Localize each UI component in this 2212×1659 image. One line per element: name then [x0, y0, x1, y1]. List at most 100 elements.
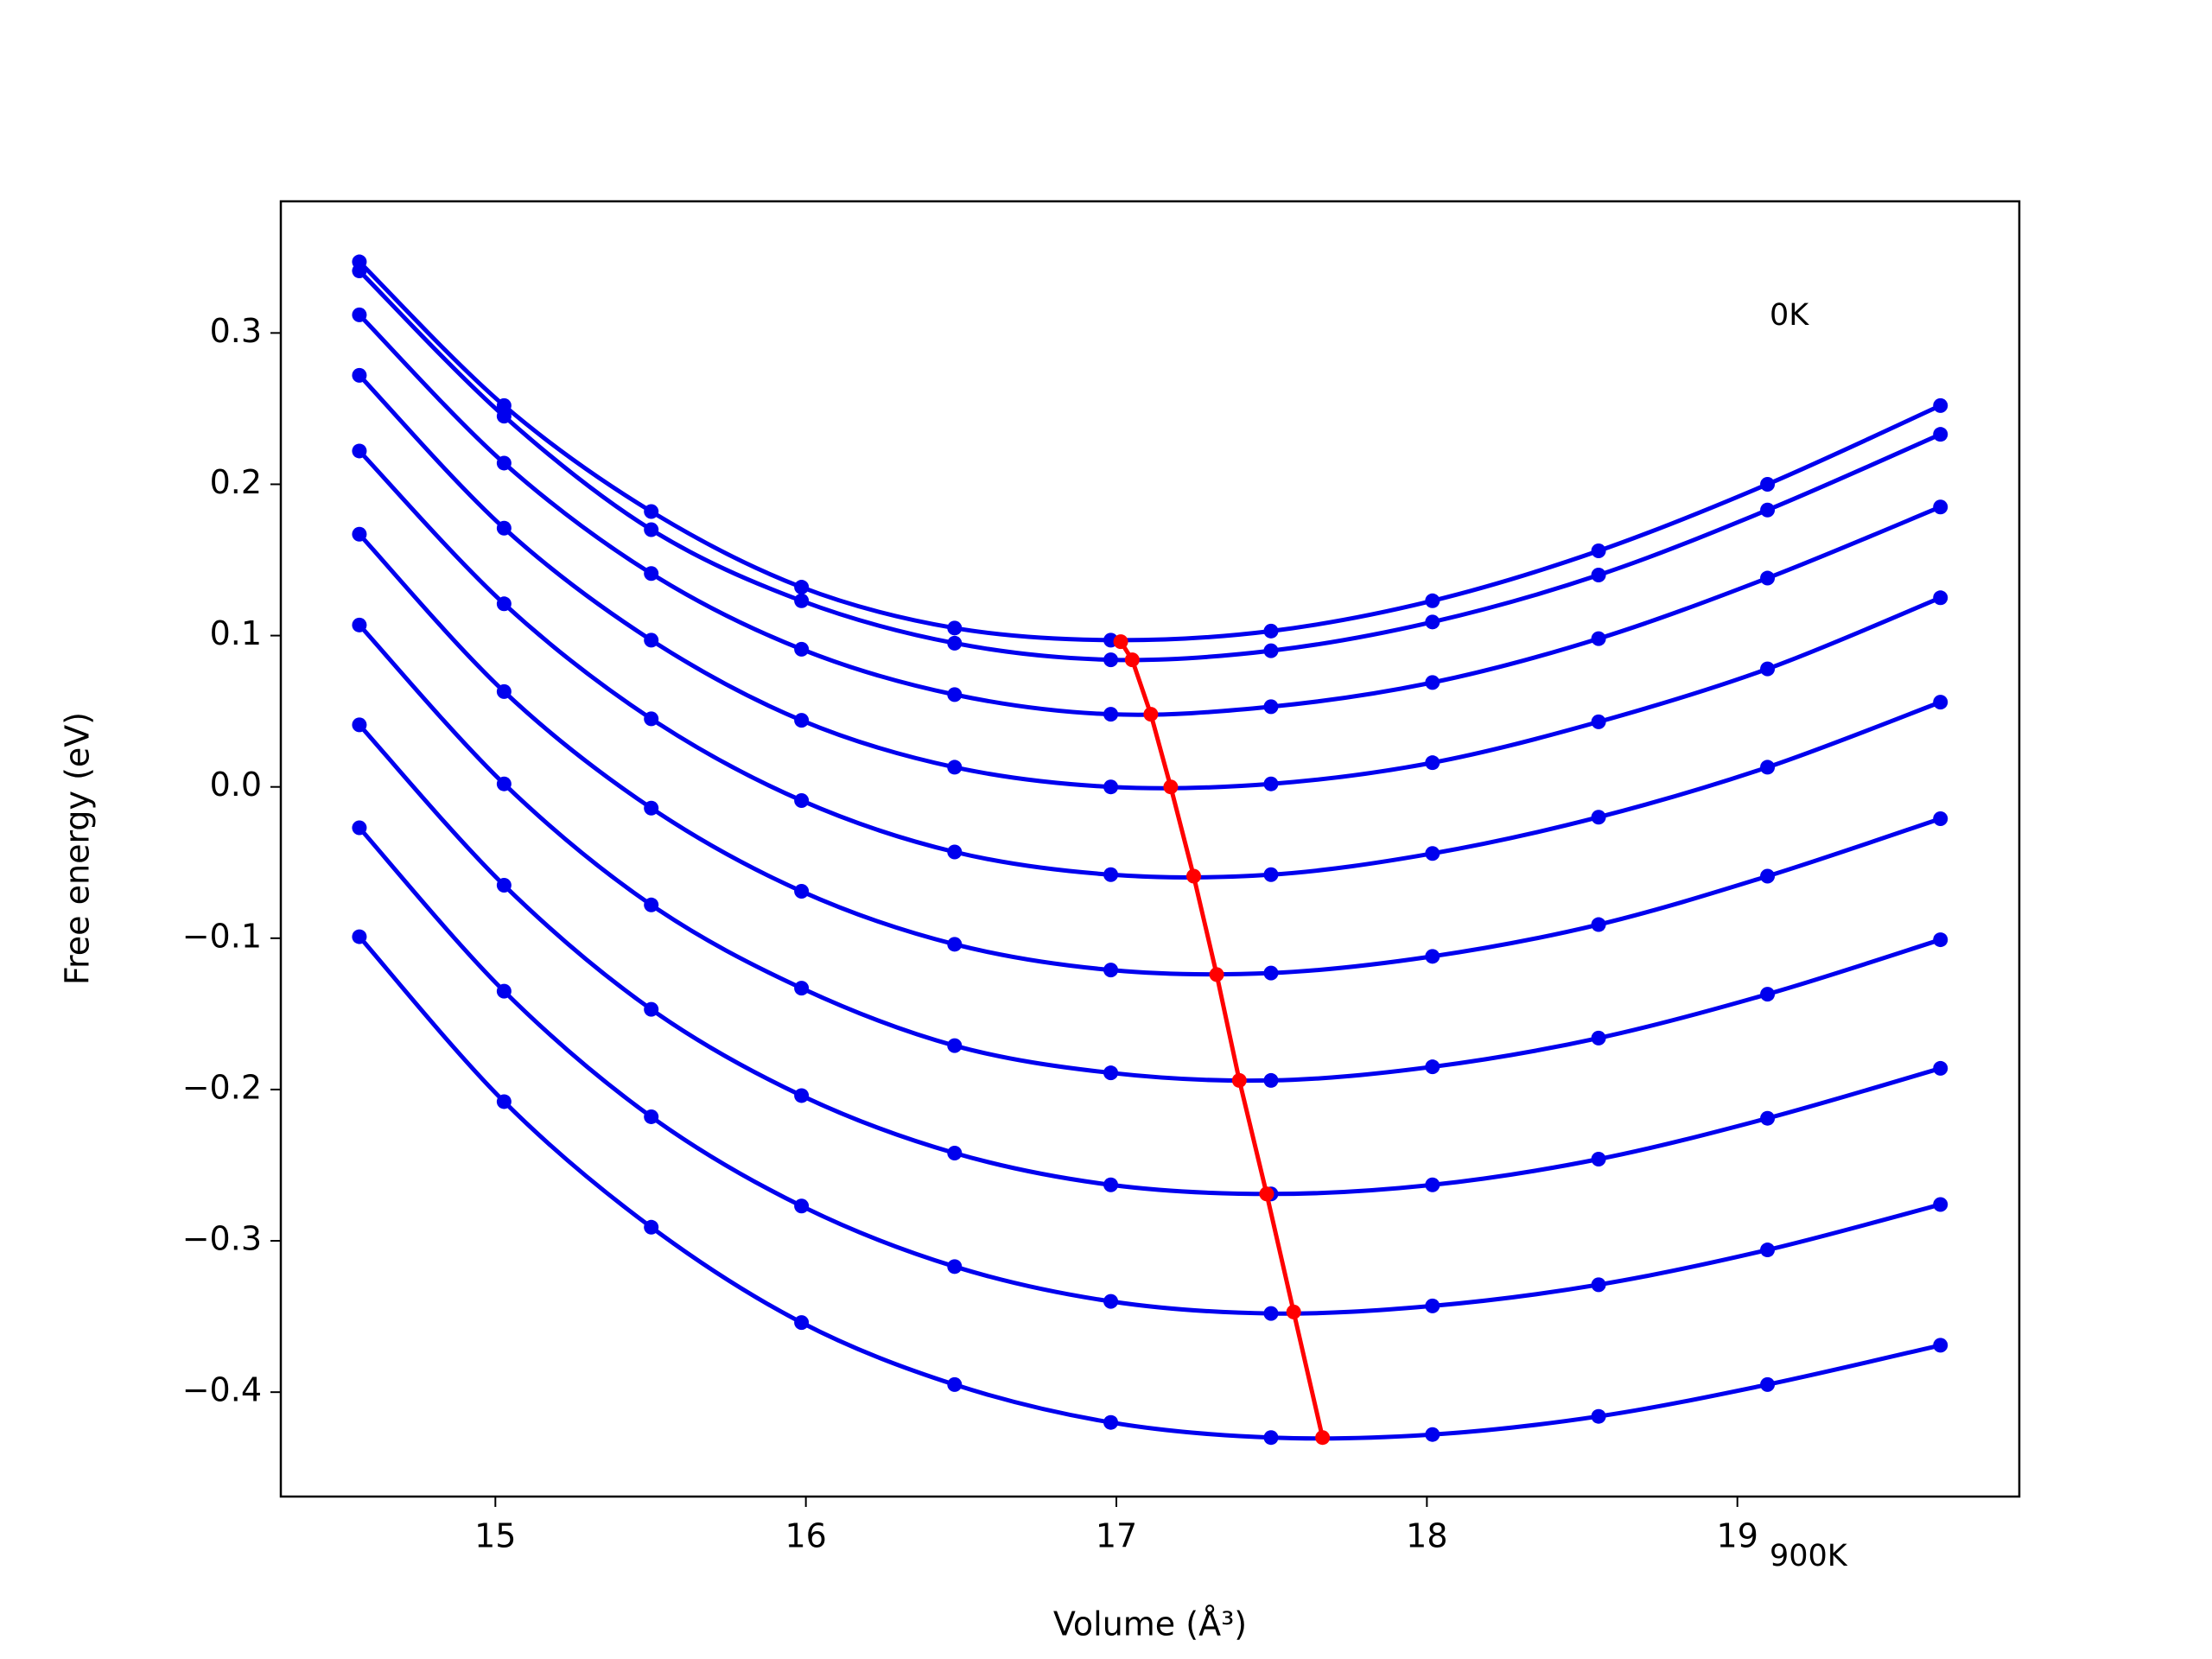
data-point [1263, 699, 1279, 715]
data-point [947, 1259, 963, 1274]
data-point [496, 409, 512, 424]
x-tick-label: 17 [1096, 1517, 1137, 1555]
data-point [352, 929, 367, 944]
data-point [352, 617, 367, 632]
x-tick-label: 16 [785, 1517, 826, 1555]
data-point [1425, 593, 1440, 608]
data-point [1113, 634, 1128, 650]
data-point [496, 455, 512, 471]
data-point [1263, 643, 1279, 658]
data-point [794, 884, 810, 899]
data-point [947, 635, 963, 651]
data-point [1163, 779, 1179, 795]
data-point [1933, 932, 1948, 948]
data-point [1286, 1304, 1301, 1319]
x-tick-label: 15 [474, 1517, 516, 1555]
data-point [794, 593, 810, 608]
y-tick-label: −0.3 [182, 1220, 262, 1258]
x-tick-label: 19 [1717, 1517, 1758, 1555]
data-point [1591, 1030, 1606, 1046]
data-point [496, 983, 512, 999]
data-point [794, 1315, 810, 1331]
data-point [1760, 661, 1776, 677]
data-point [1760, 1376, 1776, 1392]
data-point [1760, 476, 1776, 492]
data-point [352, 820, 367, 836]
data-point [1103, 1294, 1119, 1309]
data-point [644, 1109, 659, 1124]
data-point [1185, 868, 1201, 884]
data-point [1103, 1065, 1119, 1081]
data-point [1591, 714, 1606, 729]
data-point [1263, 867, 1279, 882]
data-point [1760, 1110, 1776, 1126]
annotation: 900K [1770, 1539, 1848, 1573]
y-tick-label: 0.1 [210, 614, 262, 652]
data-point [1933, 1338, 1948, 1353]
data-point [1263, 776, 1279, 791]
y-tick-label: −0.1 [182, 917, 262, 955]
data-point [1103, 1414, 1119, 1430]
data-point [1591, 1277, 1606, 1293]
data-point [794, 1198, 810, 1214]
y-tick-label: 0.2 [210, 463, 262, 501]
data-point [1425, 1298, 1440, 1313]
data-point [644, 566, 659, 582]
data-point [644, 800, 659, 816]
data-point [352, 264, 367, 279]
data-point [1933, 397, 1948, 413]
data-point [1425, 846, 1440, 861]
data-point [947, 1376, 963, 1392]
data-point [496, 683, 512, 699]
data-point [1103, 963, 1119, 978]
data-point [1263, 1306, 1279, 1321]
data-point [1425, 675, 1440, 690]
y-tick-label: −0.2 [182, 1068, 262, 1106]
data-point [794, 641, 810, 657]
data-point [1103, 652, 1119, 668]
data-point [1933, 1060, 1948, 1076]
data-point [1933, 427, 1948, 442]
y-tick-label: 0.0 [210, 766, 262, 804]
data-point [794, 1088, 810, 1103]
data-point [644, 504, 659, 519]
data-point [947, 1145, 963, 1160]
data-point [1760, 987, 1776, 1002]
y-tick-label: 0.3 [210, 312, 262, 350]
data-point [1425, 949, 1440, 964]
data-point [1263, 623, 1279, 639]
data-point [496, 878, 512, 893]
data-point [1591, 1151, 1606, 1166]
data-point [1315, 1430, 1331, 1446]
data-point [1591, 1408, 1606, 1424]
data-point [496, 397, 512, 413]
data-point [496, 1094, 512, 1109]
data-point [1263, 1072, 1279, 1088]
data-point [644, 522, 659, 537]
data-point [794, 792, 810, 808]
data-point [1591, 568, 1606, 583]
data-point [794, 580, 810, 595]
data-point [644, 711, 659, 727]
data-point [947, 620, 963, 636]
data-point [1591, 543, 1606, 559]
data-point [1124, 652, 1140, 668]
data-point [352, 307, 367, 322]
data-point [1760, 502, 1776, 518]
x-axis-label: Volume (Å³) [1053, 1605, 1247, 1643]
data-point [1103, 779, 1119, 795]
data-point [1425, 1177, 1440, 1192]
data-point [496, 776, 512, 791]
data-point [794, 981, 810, 996]
data-point [1103, 867, 1119, 882]
data-point [1425, 614, 1440, 630]
annotation: 0K [1770, 298, 1809, 333]
data-point [1933, 1197, 1948, 1212]
x-tick-label: 18 [1406, 1517, 1447, 1555]
data-point [947, 844, 963, 860]
data-point [1760, 1243, 1776, 1258]
data-point [794, 713, 810, 728]
data-point [1591, 631, 1606, 646]
data-point [1425, 1427, 1440, 1442]
